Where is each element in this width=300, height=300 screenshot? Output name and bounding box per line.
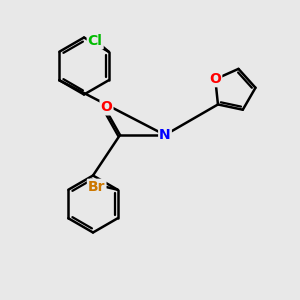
Text: O: O: [100, 100, 112, 114]
Text: Cl: Cl: [88, 34, 103, 48]
Text: N: N: [159, 128, 171, 142]
Text: Br: Br: [88, 180, 105, 194]
Text: O: O: [209, 72, 221, 86]
